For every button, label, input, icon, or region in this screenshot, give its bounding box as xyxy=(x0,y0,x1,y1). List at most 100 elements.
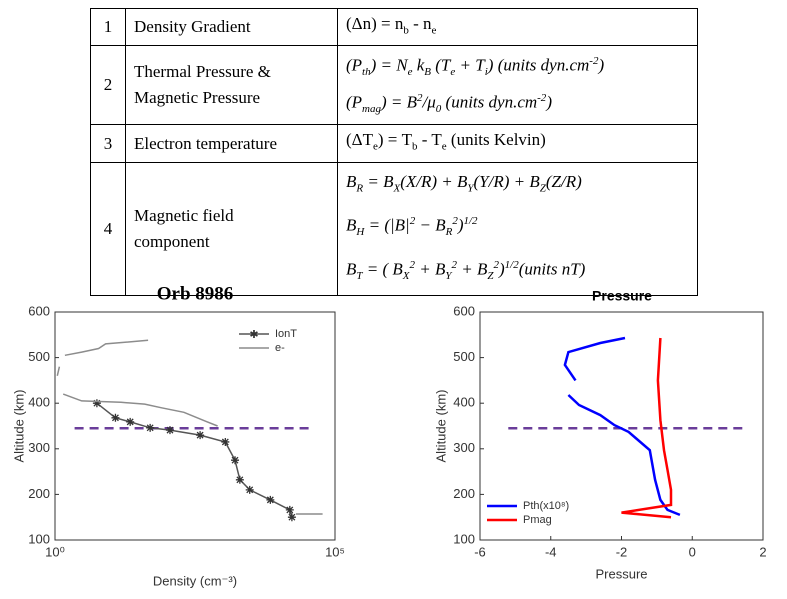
parameter-table: 1 Density Gradient (Δn) = nb - ne 2 Thermal … xyxy=(90,7,698,297)
formula-subscript: e xyxy=(441,140,447,153)
y-tick-label: 400 xyxy=(453,395,475,410)
formula: (Δn) = nb - ne xyxy=(337,7,698,47)
table-row: 4 Magnetic field component BR = BX(X/R) + B… xyxy=(90,161,698,297)
formula-subscript: H xyxy=(356,226,365,239)
asterisk-marker xyxy=(196,431,205,440)
y-tick-label: 300 xyxy=(453,440,475,455)
formula-line: (Pth) = Ne kB (Te + Ti) (units dyn.cm-2) xyxy=(346,48,689,85)
table-row: 1 Density Gradient (Δn) = nb - ne xyxy=(90,7,698,47)
formula-text: = (|B| xyxy=(364,215,410,235)
formula-subscript: b xyxy=(412,140,418,153)
formula-subscript: R xyxy=(445,226,453,239)
formula-text: (X/R) + B xyxy=(400,171,468,191)
formula-text: ) xyxy=(598,56,605,76)
formula-line: BH = (|B|2 − BR2)1/2 xyxy=(346,205,689,249)
y-tick-label: 300 xyxy=(28,440,50,455)
y-axis-label: Altitude (km) xyxy=(433,390,448,463)
series-line xyxy=(621,337,673,519)
formula-text: ) = B xyxy=(381,93,418,113)
formula-subscript: B xyxy=(424,66,432,79)
formula-text: ) (units dyn.cm xyxy=(487,56,590,76)
formula: BR = BX(X/R) + BY(Y/R) + BZ(Z/R) BH = (|B… xyxy=(337,161,698,297)
formula-superscript: -2 xyxy=(537,92,547,105)
formula-superscript: 2 xyxy=(493,259,500,272)
chart-title: Pressure xyxy=(592,288,652,304)
asterisk-marker xyxy=(165,426,174,435)
legend-label: IonT xyxy=(275,328,297,340)
formula-line: (Pmag) = B2/μ0 (units dyn.cm-2) xyxy=(346,85,689,122)
x-axis-label: Density (cm⁻³) xyxy=(153,573,237,588)
y-tick-label: 200 xyxy=(453,486,475,501)
formula-line: (ΔTe) = Tb - Te (units Kelvin) xyxy=(346,127,689,159)
parameter-line: Magnetic field xyxy=(134,206,234,226)
formula-text: k xyxy=(412,56,425,76)
formula-text: ) xyxy=(457,215,464,235)
legend-box xyxy=(482,495,579,531)
formula-superscript: -2 xyxy=(589,55,599,68)
row-number: 1 xyxy=(90,7,126,47)
formula-subscript: e xyxy=(407,66,413,79)
y-tick-label: 200 xyxy=(28,486,50,501)
formula-text: (units nT) xyxy=(518,259,586,279)
chart-title: Orb 8986 xyxy=(157,283,234,304)
formula-superscript: 2 xyxy=(451,259,458,272)
asterisk-marker xyxy=(126,417,135,426)
formula-superscript: 2 xyxy=(417,92,423,105)
formula-text: + B xyxy=(415,259,446,279)
parameter-line: Electron temperature xyxy=(134,133,278,153)
row-number: 4 xyxy=(90,161,126,297)
formula-text: (T xyxy=(431,56,451,76)
x-tick-label: -2 xyxy=(616,544,628,559)
parameter-line: Density Gradient xyxy=(134,17,251,37)
parameter: Electron temperature xyxy=(125,124,338,163)
formula-text: ) xyxy=(499,259,505,279)
x-tick-label: 0 xyxy=(689,544,696,559)
formula-text: − B xyxy=(415,215,446,235)
formula-subscript: e xyxy=(450,66,456,79)
formula-superscript: 2 xyxy=(409,215,416,228)
formula-text: (Y/R) + B xyxy=(473,171,540,191)
y-tick-label: 100 xyxy=(453,531,475,546)
formula-subscript: Y xyxy=(467,182,474,195)
x-axis-label: Pressure xyxy=(595,566,647,581)
formula-text: ) = N xyxy=(370,56,408,76)
formula-subscript: b xyxy=(403,24,409,37)
formula-superscript: 1/2 xyxy=(463,215,478,228)
legend-label: Pth(x10⁸) xyxy=(523,500,569,512)
x-tick-label: 10⁵ xyxy=(325,544,345,559)
asterisk-marker xyxy=(235,475,244,484)
legend-marker: ✱ xyxy=(249,329,258,341)
formula-text: B xyxy=(346,259,357,279)
formula-line: (Δn) = nb - ne xyxy=(346,11,689,43)
formula-text: - n xyxy=(408,14,432,33)
formula-text: (ΔT xyxy=(346,130,373,150)
table-row: 3 Electron temperature (ΔTe) = Tb - Te (un… xyxy=(90,124,698,163)
row-number-text: 3 xyxy=(103,133,113,153)
asterisk-marker xyxy=(221,437,230,446)
formula-superscript: 2 xyxy=(452,215,458,228)
formula: (Pth) = Ne kB (Te + Ti) (units dyn.cm-2)… xyxy=(337,45,698,126)
formula-text: B xyxy=(346,171,357,191)
formula-text: /μ xyxy=(422,93,436,113)
formula-text: = ( B xyxy=(362,259,403,279)
formula-subscript: R xyxy=(356,182,364,195)
asterisk-marker xyxy=(146,423,155,432)
formula-subscript: e xyxy=(372,140,378,153)
formula-text: (P xyxy=(346,56,363,76)
y-tick-label: 600 xyxy=(28,303,50,318)
parameter-line: component xyxy=(134,232,210,252)
formula-text: + B xyxy=(457,259,488,279)
asterisk-marker xyxy=(231,456,240,465)
row-number-text: 1 xyxy=(103,17,113,37)
formula-text: - T xyxy=(417,130,442,150)
formula-subscript: Z xyxy=(487,270,494,283)
row-number-text: 4 xyxy=(103,219,113,239)
formula-text: ) = T xyxy=(377,130,413,150)
formula-superscript: 2 xyxy=(409,259,416,272)
formula-subscript: T xyxy=(356,270,363,283)
formula-subscript: X xyxy=(393,182,401,195)
formula: (ΔTe) = Tb - Te (units Kelvin) xyxy=(337,124,698,163)
formula-text: B xyxy=(346,215,357,235)
row-number: 2 xyxy=(90,45,126,126)
